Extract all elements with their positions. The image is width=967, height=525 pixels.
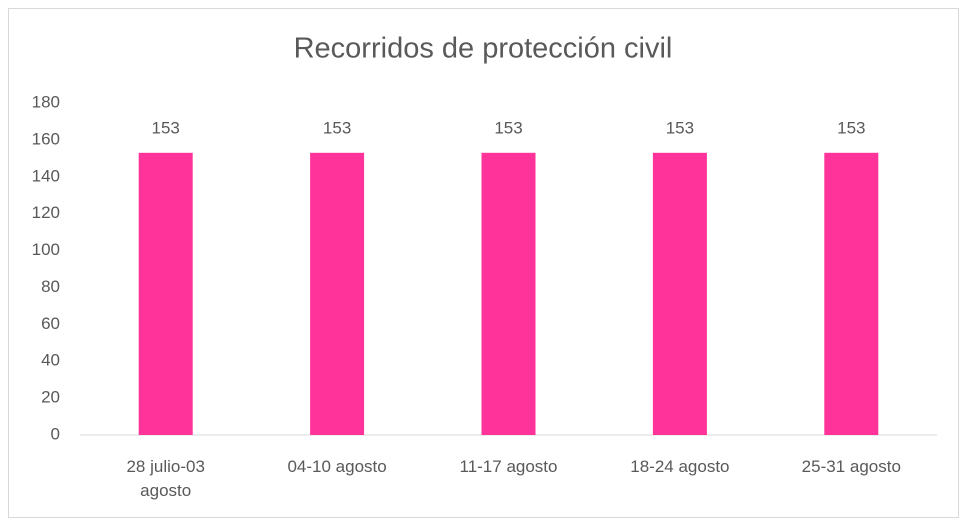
x-tick-label: 18-24 agosto	[630, 457, 730, 476]
y-tick-label: 40	[41, 351, 60, 370]
bar	[138, 152, 193, 436]
data-label: 153	[837, 118, 865, 137]
chart-title: Recorridos de protección civil	[294, 33, 673, 65]
x-tick-label: 04-10 agosto	[287, 457, 387, 476]
data-label: 153	[666, 118, 694, 137]
y-tick-label: 0	[51, 424, 60, 443]
data-label: 153	[152, 118, 180, 137]
y-tick-label: 160	[32, 129, 60, 148]
y-tick-label: 120	[32, 203, 60, 222]
x-tick-label: 25-31 agosto	[801, 457, 901, 476]
y-tick-label: 60	[41, 314, 60, 333]
y-tick-label: 20	[41, 388, 60, 407]
x-tick-label: 11-17 agosto	[459, 457, 558, 476]
y-tick-label: 80	[41, 277, 60, 296]
bar	[824, 152, 879, 436]
bar	[481, 152, 536, 436]
y-tick-label: 180	[32, 92, 60, 111]
bar	[310, 152, 365, 436]
x-tick-label: 28 julio-03 agosto	[126, 457, 205, 500]
data-label: 153	[494, 118, 522, 137]
y-tick-label: 140	[32, 166, 60, 185]
y-tick-label: 100	[32, 240, 60, 259]
data-label: 153	[323, 118, 351, 137]
bar	[652, 152, 707, 436]
